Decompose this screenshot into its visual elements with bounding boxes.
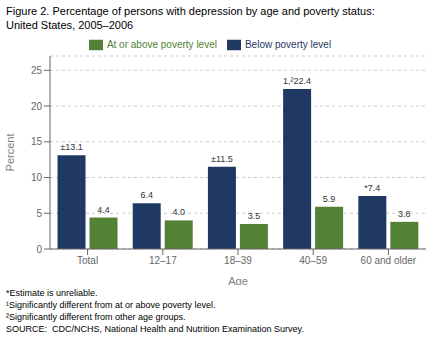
svg-text:18–39: 18–39 — [224, 255, 252, 266]
svg-text:4.4: 4.4 — [97, 205, 110, 215]
svg-text:5.9: 5.9 — [323, 194, 336, 204]
html-text:Below poverty level: Below poverty level — [245, 38, 332, 50]
html-text:At or above poverty level: At or above poverty level — [106, 38, 217, 50]
svg-text:±13.1: ±13.1 — [60, 142, 82, 152]
svg-text:Age: Age — [228, 275, 248, 285]
svg-text:15: 15 — [31, 136, 43, 147]
svg-text:25: 25 — [31, 65, 43, 76]
svg-text:60 and older: 60 and older — [361, 255, 417, 266]
svg-text:20: 20 — [31, 101, 43, 112]
html-text:²Significantly different from: ²Significantly different from other age … — [6, 312, 186, 322]
svg-text:3.8: 3.8 — [398, 209, 411, 219]
svg-text:10: 10 — [31, 172, 43, 183]
html-text:¹Significantly different from: ¹Significantly different from at or abov… — [6, 300, 216, 310]
svg-text:Total: Total — [77, 255, 98, 266]
svg-text:3.5: 3.5 — [248, 211, 261, 221]
svg-text:0: 0 — [36, 244, 42, 255]
html-text:SOURCE: CDC/NCHS, National Hea: SOURCE: CDC/NCHS, National Health and Nu… — [6, 324, 304, 334]
html-text:Figure 2. Percentage of person: Figure 2. Percentage of persons with dep… — [6, 5, 375, 17]
svg-text:6.4: 6.4 — [140, 190, 153, 200]
svg-text:4.0: 4.0 — [172, 207, 185, 217]
svg-text:12–17: 12–17 — [149, 255, 177, 266]
svg-text:40–59: 40–59 — [299, 255, 327, 266]
html-text:*Estimate is unreliable.: *Estimate is unreliable. — [6, 288, 98, 298]
svg-text:*7.4: *7.4 — [364, 183, 380, 193]
svg-text:±11.5: ±11.5 — [211, 154, 233, 164]
svg-text:5: 5 — [36, 208, 42, 219]
svg-text:Percent: Percent — [8, 134, 16, 172]
svg-text:1,²22.4: 1,²22.4 — [283, 76, 311, 86]
html-text:United States, 2005–2006: United States, 2005–2006 — [6, 19, 134, 31]
